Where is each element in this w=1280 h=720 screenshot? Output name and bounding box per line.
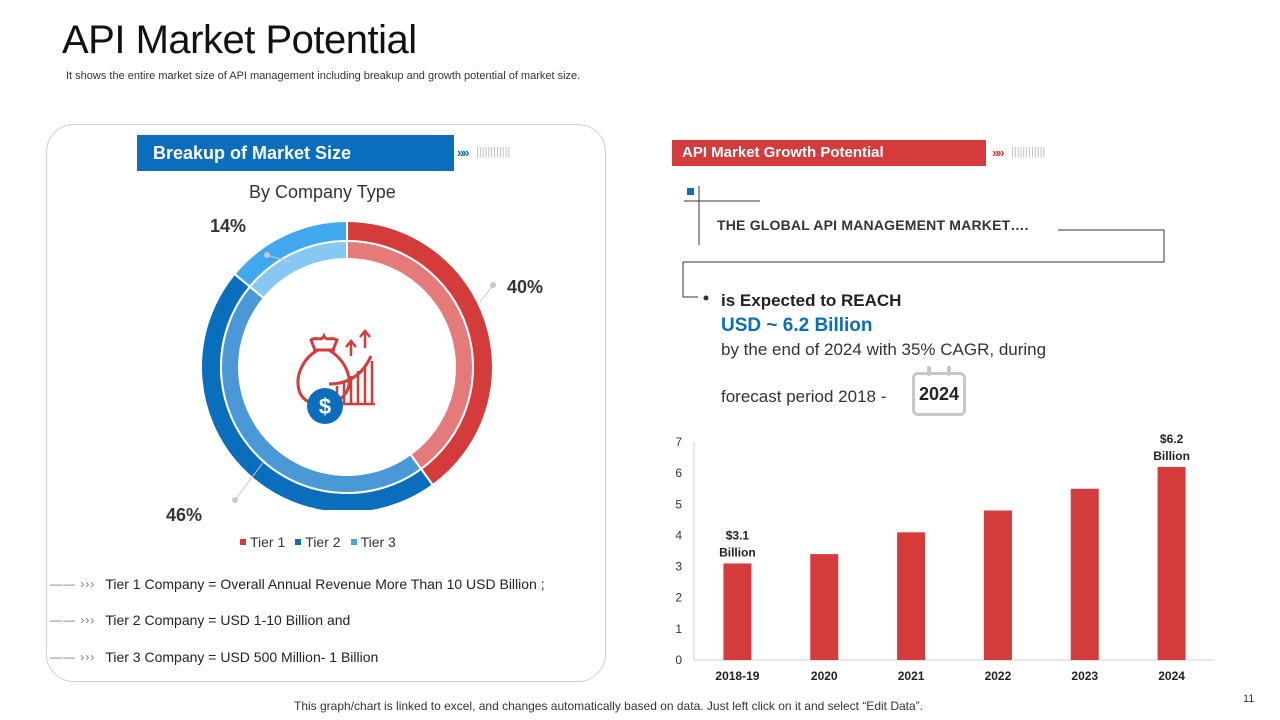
tier1-percent-label: 40% (507, 277, 544, 297)
bar-annotation-value: $6.2 (1160, 432, 1184, 446)
tier3-percent-label: 14% (210, 216, 247, 236)
legend-swatch-tier2 (295, 539, 302, 545)
legend-label-tier1: Tier 1 (250, 534, 286, 550)
y-tick-label: 4 (675, 528, 682, 542)
bar-2021[interactable] (897, 532, 926, 660)
tick-decoration: |||||||||||| (476, 146, 511, 158)
leader-line (479, 284, 494, 303)
bar-2024[interactable] (1157, 466, 1186, 660)
page-subtitle: It shows the entire market size of API m… (66, 70, 581, 82)
donut-legend: Tier 1 Tier 2 Tier 3 (240, 534, 396, 550)
connector-lines (682, 186, 1165, 301)
y-tick-label: 0 (675, 653, 682, 667)
growth-header: API Market Growth Potential (672, 140, 986, 166)
y-tick-label: 1 (675, 622, 682, 636)
global-market-text: THE GLOBAL API MANAGEMENT MARKET…. (717, 217, 1029, 233)
y-tick-label: 6 (675, 466, 682, 480)
market-breakup-panel (46, 124, 606, 682)
bar-annotation-value: $3.1 (726, 528, 750, 542)
tier1-description-text: Tier 1 Company = Overall Annual Revenue … (105, 576, 545, 592)
legend-tier2[interactable]: Tier 2 (295, 534, 341, 550)
x-tick-label: 2024 (1158, 669, 1185, 683)
arrow-icon: —— ››› (50, 577, 96, 591)
blue-square-marker (687, 188, 694, 195)
y-tick-label: 5 (675, 497, 682, 511)
tier2-percent-label: 46% (166, 505, 203, 525)
x-tick-label: 2018-19 (715, 669, 759, 683)
bar-2022[interactable] (983, 510, 1012, 660)
leader-line (234, 459, 266, 501)
footer-note: This graph/chart is linked to excel, and… (294, 699, 923, 713)
x-tick-label: 2020 (811, 669, 838, 683)
legend-tier3[interactable]: Tier 3 (350, 534, 396, 550)
by-end-text: by the end of 2024 with 35% CAGR, during (721, 340, 1047, 359)
donut-inner-slice-tier-3[interactable] (248, 239, 348, 300)
tier2-description: —— ››› Tier 2 Company = USD 1-10 Billion… (50, 612, 350, 628)
y-tick-label: 2 (675, 591, 682, 605)
y-tick-label: 3 (675, 560, 682, 574)
chevron-right-icon: »» (992, 145, 1005, 160)
page-title: API Market Potential (62, 18, 417, 62)
chevron-right-icon: »» (457, 145, 470, 160)
x-tick-label: 2022 (985, 669, 1012, 683)
breakup-header: Breakup of Market Size (137, 135, 454, 171)
tier3-description-text: Tier 3 Company = USD 500 Million- 1 Bill… (105, 649, 379, 665)
arrow-icon: —— ››› (50, 613, 96, 627)
forecast-text: forecast period 2018 - (721, 387, 887, 406)
legend-swatch-tier1 (240, 539, 246, 545)
expected-text: is Expected to REACH (721, 291, 902, 310)
tier2-description-text: Tier 2 Company = USD 1-10 Billion and (105, 612, 351, 628)
badge-year: 2024 (918, 384, 960, 404)
tick-decoration: |||||||||||| (1011, 146, 1046, 158)
svg-text:$: $ (319, 394, 331, 419)
bar-2023[interactable] (1070, 488, 1099, 660)
money-bag-growth-icon: $ (296, 329, 375, 424)
legend-tier1[interactable]: Tier 1 (240, 534, 285, 550)
leader-line (266, 254, 291, 263)
tier1-description: —— ››› Tier 1 Company = Overall Annual R… (50, 576, 545, 592)
bar-2018-19[interactable] (723, 563, 752, 660)
bar-annotation-unit: Billion (1153, 449, 1190, 463)
donut-chart[interactable]: $ (190, 220, 510, 510)
tier3-description: —— ››› Tier 3 Company = USD 500 Million-… (50, 649, 378, 665)
legend-swatch-tier3 (350, 539, 357, 545)
usd-highlight: USD ~ 6.2 Billion (721, 315, 873, 336)
legend-label-tier3: Tier 3 (360, 534, 396, 550)
y-tick-label: 7 (675, 435, 682, 449)
growth-bar-chart[interactable]: 0 1 2 3 4 5 6 7 2018-19 $3.1 Billion 2020 2021 2022 20… (660, 428, 1220, 690)
arrow-icon: —— ››› (50, 650, 96, 664)
legend-label-tier2: Tier 2 (305, 534, 341, 550)
calendar-icon: 2024 (912, 366, 966, 416)
page-number: 11 (1243, 693, 1255, 705)
bar-2020[interactable] (810, 554, 839, 660)
x-tick-label: 2021 (898, 669, 925, 683)
donut-title: By Company Type (249, 182, 396, 202)
x-tick-label: 2023 (1071, 669, 1098, 683)
bar-annotation-unit: Billion (719, 545, 756, 559)
